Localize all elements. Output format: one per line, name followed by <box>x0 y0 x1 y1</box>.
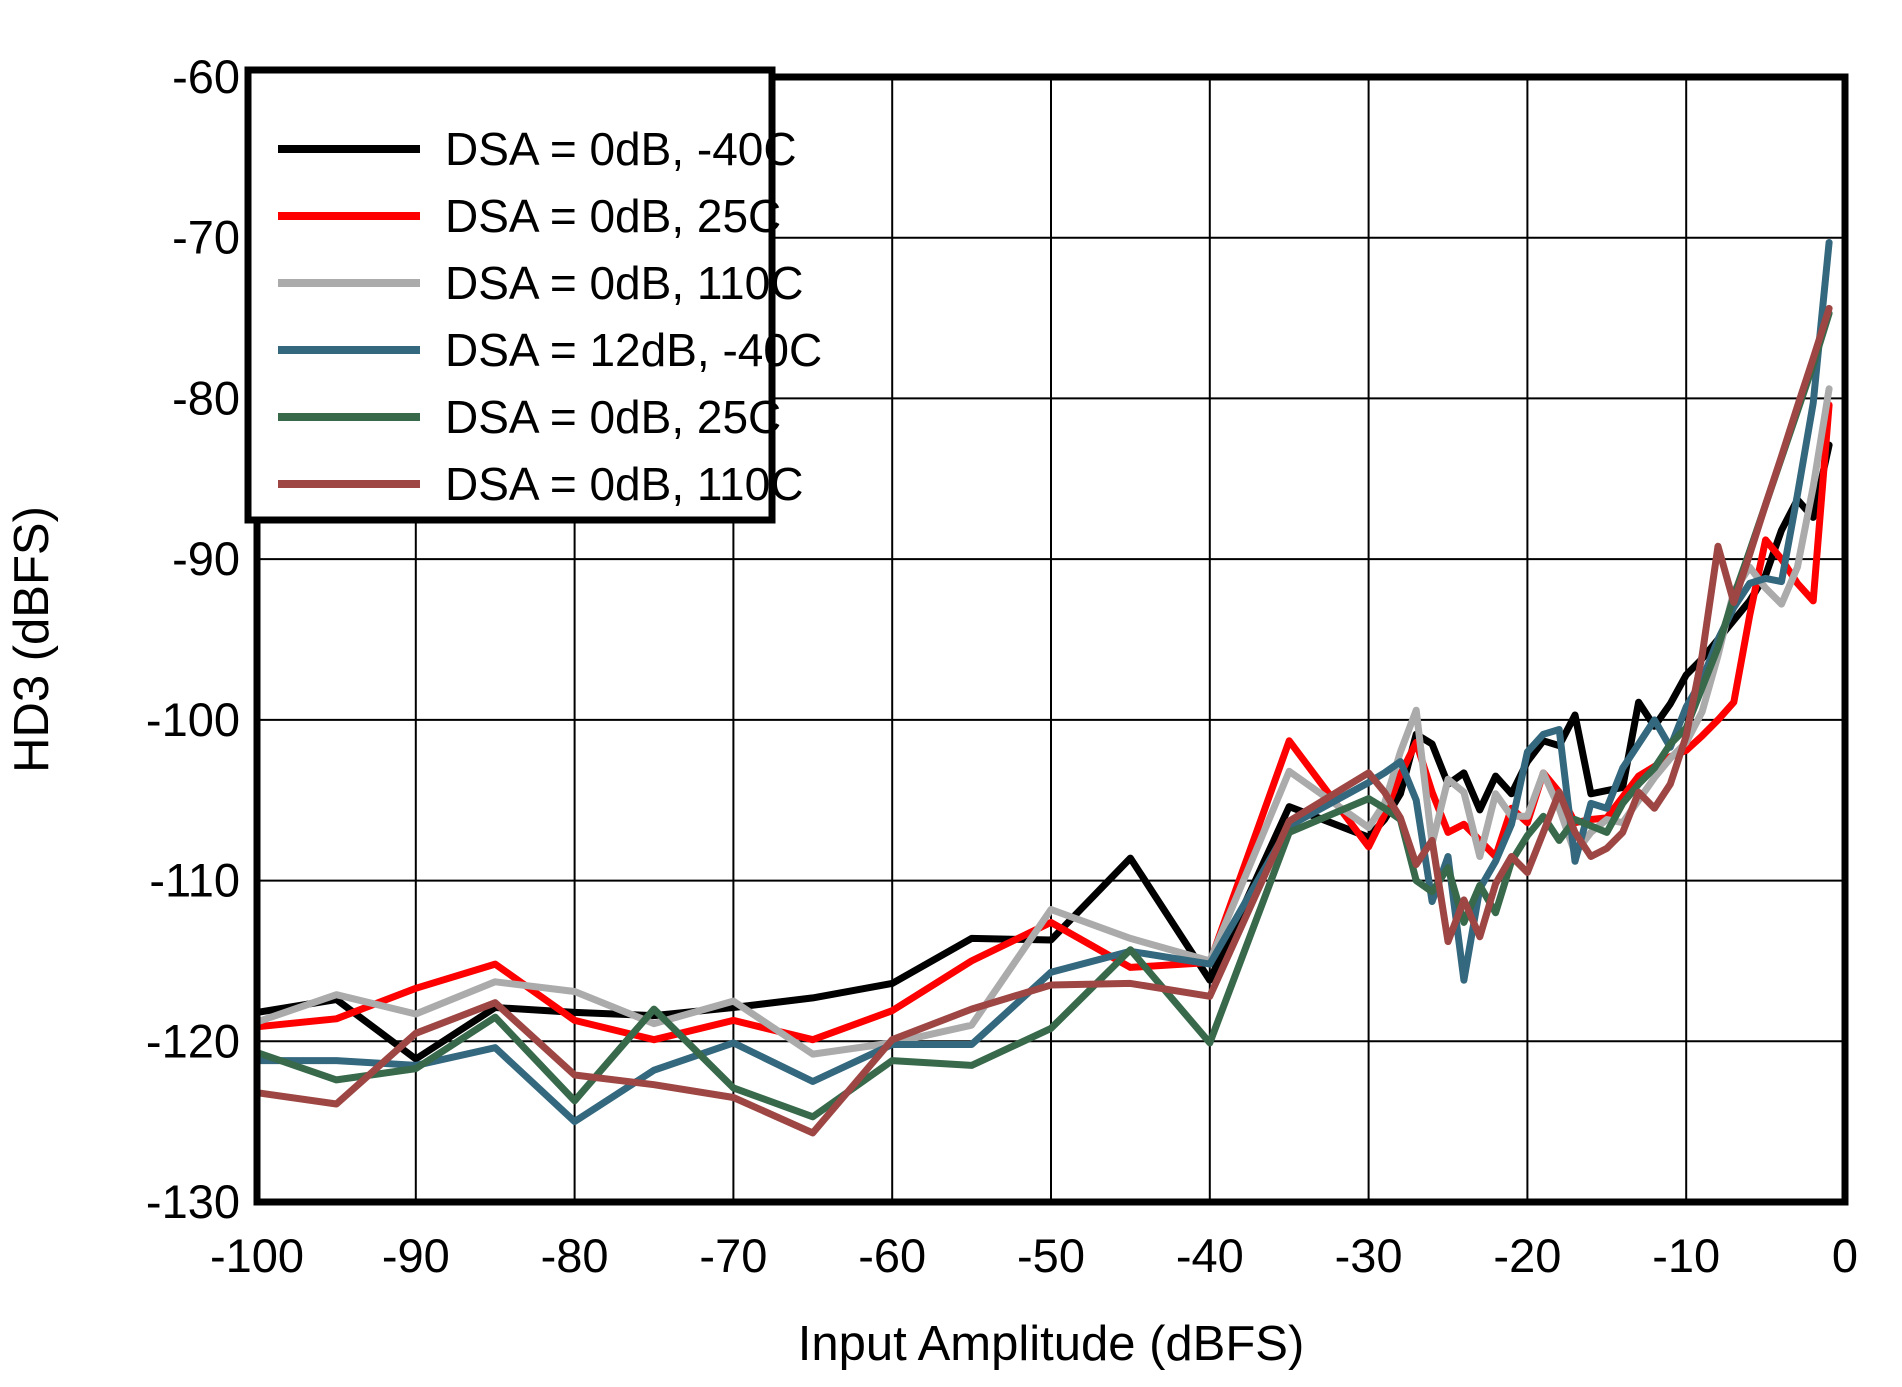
legend-item: DSA = 0dB, 110C <box>278 257 803 309</box>
x-tick-label: -20 <box>1493 1229 1561 1282</box>
series-layer <box>253 239 1833 1137</box>
legend-item-label: DSA = 0dB, 25C <box>445 391 781 443</box>
y-tick-label: -120 <box>146 1014 240 1067</box>
y-axis-title: HD3 (dBFS) <box>5 506 59 773</box>
y-tick-label: -70 <box>172 211 240 264</box>
legend-item: DSA = 0dB, 110C <box>278 458 803 510</box>
legend: DSA = 0dB, -40C DSA = 0dB, 25C DSA = 0dB, … <box>244 66 822 524</box>
legend-item: DSA = 12dB, -40C <box>278 324 822 376</box>
series-line-2 <box>253 401 1833 1044</box>
x-tick-label: -90 <box>382 1229 450 1282</box>
x-tick-label: -100 <box>210 1229 304 1282</box>
legend-item-label: DSA = 0dB, -40C <box>445 123 797 175</box>
legend-item: DSA = 0dB, 25C <box>278 391 781 443</box>
y-tick-label: -90 <box>172 532 240 585</box>
legend-box <box>244 66 776 524</box>
x-tick-label: 0 <box>1832 1229 1858 1282</box>
y-tick-label: -60 <box>172 50 240 103</box>
x-tick-label: -30 <box>1335 1229 1403 1282</box>
y-tick-labels: -60 -70 -80 -90 -100 -110 -120 -130 <box>146 50 240 1228</box>
x-tick-label: -80 <box>541 1229 609 1282</box>
x-axis-title: Input Amplitude (dBFS) <box>798 1317 1305 1371</box>
x-tick-labels: -100 -90 -80 -70 -60 -50 -40 -30 -20 -10 0 <box>210 1229 1858 1282</box>
series-line-3 <box>253 385 1833 1058</box>
y-tick-label: -100 <box>146 693 240 746</box>
plot-area-border <box>253 73 1849 1206</box>
series-line-6 <box>253 304 1833 1137</box>
y-tick-label: -130 <box>146 1175 240 1228</box>
legend-item: DSA = 0dB, -40C <box>278 123 797 175</box>
y-tick-label: -110 <box>149 854 240 907</box>
legend-item-label: DSA = 0dB, 25C <box>445 190 781 242</box>
legend-item: DSA = 0dB, 25C <box>278 190 781 242</box>
legend-item-label: DSA = 0dB, 110C <box>445 257 803 309</box>
x-tick-label: -10 <box>1652 1229 1720 1282</box>
x-tick-label: -60 <box>858 1229 926 1282</box>
x-tick-label: -50 <box>1017 1229 1085 1282</box>
legend-item-label: DSA = 0dB, 110C <box>445 458 803 510</box>
x-tick-label: -70 <box>699 1229 767 1282</box>
legend-item-label: DSA = 12dB, -40C <box>445 324 822 376</box>
y-tick-label: -80 <box>172 371 240 424</box>
x-tick-label: -40 <box>1176 1229 1244 1282</box>
